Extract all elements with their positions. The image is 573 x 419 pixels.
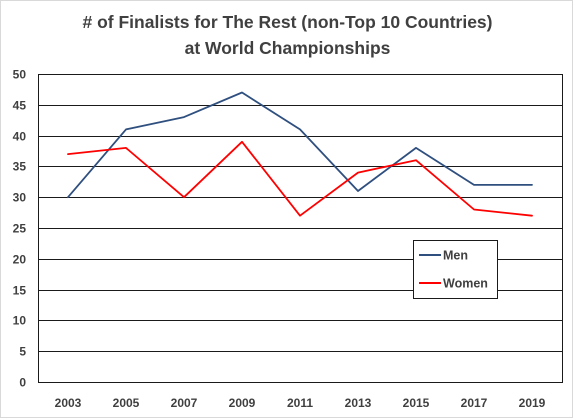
x-tick-label: 2015 xyxy=(403,396,430,410)
x-tick-labels: 2003 2005 2007 2009 2011 2013 2015 2017 2019 xyxy=(55,396,546,410)
y-tick-label: 25 xyxy=(13,222,27,236)
x-tick-label: 2011 xyxy=(287,396,313,410)
y-tick-label: 20 xyxy=(13,253,27,267)
legend-label-men: Men xyxy=(443,249,468,263)
x-tick-label: 2009 xyxy=(229,396,256,410)
x-tick-label: 2007 xyxy=(171,396,198,410)
legend: Men Women xyxy=(414,241,498,299)
legend-label-women: Women xyxy=(443,277,488,291)
y-tick-label: 15 xyxy=(13,284,27,298)
y-tick-label: 0 xyxy=(19,376,26,390)
x-tick-label: 2019 xyxy=(519,396,546,410)
y-tick-label: 5 xyxy=(19,345,26,359)
y-tick-labels: 0 5 10 15 20 25 30 35 40 45 50 xyxy=(13,68,27,390)
y-tick-label: 30 xyxy=(13,191,27,205)
y-tick-label: 10 xyxy=(13,314,27,328)
gridlines xyxy=(38,75,562,352)
x-tick-label: 2005 xyxy=(113,396,140,410)
series-line-women xyxy=(68,142,532,216)
y-tick-label: 40 xyxy=(13,130,27,144)
y-tick-label: 50 xyxy=(13,68,27,82)
x-tick-label: 2013 xyxy=(345,396,372,410)
x-tick-label: 2017 xyxy=(461,396,488,410)
y-tick-label: 35 xyxy=(13,160,27,174)
series-line-men xyxy=(68,93,532,198)
y-tick-label: 45 xyxy=(13,99,27,113)
x-tick-label: 2003 xyxy=(55,396,82,410)
